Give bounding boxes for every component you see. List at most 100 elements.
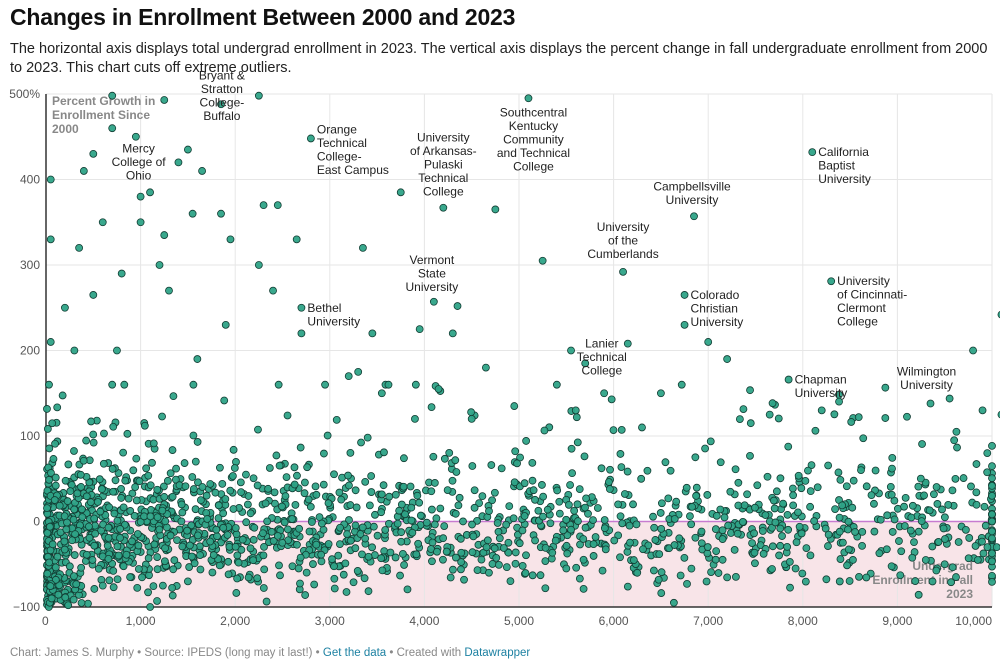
scatter-point[interactable] [844, 525, 852, 534]
scatter-point[interactable] [379, 481, 388, 490]
scatter-point[interactable] [881, 414, 890, 422]
scatter-point[interactable] [116, 533, 124, 542]
scatter-point[interactable] [146, 512, 155, 521]
scatter-point[interactable] [470, 486, 479, 495]
scatter-point[interactable] [918, 440, 926, 448]
scatter-point[interactable] [691, 453, 700, 462]
scatter-point[interactable] [835, 527, 844, 536]
scatter-point[interactable] [397, 528, 406, 537]
scatter-point[interactable] [369, 522, 378, 531]
scatter-point[interactable] [538, 481, 546, 489]
scatter-point[interactable] [160, 557, 169, 566]
scatter-point[interactable] [654, 575, 663, 584]
scatter-point[interactable] [193, 438, 202, 446]
scatter-point[interactable] [104, 554, 113, 563]
scatter-point[interactable] [940, 560, 949, 569]
scatter-point[interactable] [416, 511, 425, 520]
scatter-point[interactable] [103, 541, 112, 550]
scatter-point[interactable] [838, 501, 847, 510]
scatter-point[interactable] [765, 410, 774, 419]
scatter-point[interactable] [352, 503, 361, 512]
scatter-point[interactable] [972, 460, 981, 468]
scatter-point[interactable] [638, 423, 646, 432]
scatter-point[interactable] [206, 480, 215, 488]
scatter-point[interactable] [43, 425, 52, 433]
scatter-point[interactable] [302, 568, 311, 577]
scatter-point[interactable] [228, 472, 237, 480]
scatter-point[interactable] [436, 504, 445, 513]
scatter-point[interactable] [178, 508, 187, 517]
scatter-point[interactable] [134, 565, 143, 573]
scatter-point[interactable] [47, 594, 56, 603]
scatter-point[interactable] [185, 541, 194, 550]
scatter-point[interactable] [649, 566, 658, 575]
scatter-point[interactable] [452, 468, 461, 476]
scatter-point[interactable] [72, 580, 81, 589]
scatter-point[interactable] [505, 502, 514, 511]
scatter-point[interactable] [487, 461, 496, 469]
scatter-point[interactable] [513, 459, 521, 468]
scatter-point[interactable] [849, 556, 857, 564]
scatter-point[interactable] [146, 188, 154, 197]
scatter-point[interactable] [198, 167, 206, 175]
scatter-point[interactable] [759, 549, 768, 558]
scatter-point[interactable] [988, 510, 996, 519]
scatter-point[interactable] [160, 96, 169, 104]
scatter-point[interactable] [330, 574, 339, 583]
scatter-point[interactable] [45, 444, 54, 453]
scatter-point[interactable] [219, 523, 228, 532]
scatter-point[interactable] [439, 555, 447, 564]
scatter-point[interactable] [979, 549, 988, 558]
scatter-point[interactable] [785, 557, 794, 566]
scatter-point[interactable] [254, 91, 263, 100]
scatter-point[interactable] [149, 439, 158, 448]
scatter-point[interactable] [163, 476, 172, 485]
scatter-point[interactable] [551, 536, 560, 545]
scatter-point[interactable] [691, 533, 700, 542]
scatter-point[interactable] [509, 514, 518, 523]
scatter-point[interactable] [196, 565, 205, 574]
scatter-point[interactable] [930, 490, 938, 499]
scatter-point[interactable] [158, 506, 167, 515]
scatter-point[interactable] [89, 438, 98, 447]
scatter-point[interactable] [485, 507, 493, 515]
scatter-point[interactable] [562, 564, 571, 573]
scatter-point[interactable] [160, 493, 169, 501]
scatter-point[interactable] [907, 513, 916, 522]
scatter-point[interactable] [983, 543, 992, 552]
scatter-point[interactable] [208, 568, 217, 577]
scatter-point[interactable] [428, 538, 437, 547]
scatter-point[interactable] [367, 472, 376, 480]
scatter-point[interactable] [772, 487, 781, 496]
scatter-point[interactable] [144, 588, 152, 597]
scatter-point[interactable] [312, 540, 321, 549]
scatter-point[interactable] [260, 542, 268, 551]
scatter-point[interactable] [226, 486, 235, 495]
scatter-point[interactable] [843, 561, 851, 570]
scatter-point[interactable] [99, 459, 108, 468]
scatter-point[interactable] [581, 523, 590, 532]
scatter-point[interactable] [60, 512, 69, 521]
scatter-point[interactable] [439, 534, 448, 543]
scatter-point[interactable] [510, 402, 519, 410]
scatter-point[interactable] [128, 537, 136, 546]
scatter-point[interactable] [119, 562, 128, 571]
scatter-point[interactable] [158, 581, 167, 590]
scatter-point[interactable] [619, 267, 627, 276]
scatter-point[interactable] [384, 380, 393, 389]
scatter-point[interactable] [259, 529, 267, 538]
scatter-point[interactable] [51, 439, 59, 448]
scatter-point[interactable] [614, 500, 623, 509]
scatter-point[interactable] [400, 454, 408, 463]
scatter-point[interactable] [249, 556, 258, 565]
scatter-point[interactable] [346, 536, 355, 545]
scatter-point[interactable] [133, 583, 142, 592]
scatter-point[interactable] [142, 464, 151, 473]
scatter-point[interactable] [797, 484, 806, 493]
scatter-point[interactable] [581, 359, 590, 368]
scatter-point[interactable] [174, 158, 183, 167]
scatter-point[interactable] [324, 540, 333, 548]
scatter-point[interactable] [153, 485, 162, 494]
scatter-point[interactable] [273, 532, 282, 540]
scatter-point[interactable] [511, 447, 520, 456]
